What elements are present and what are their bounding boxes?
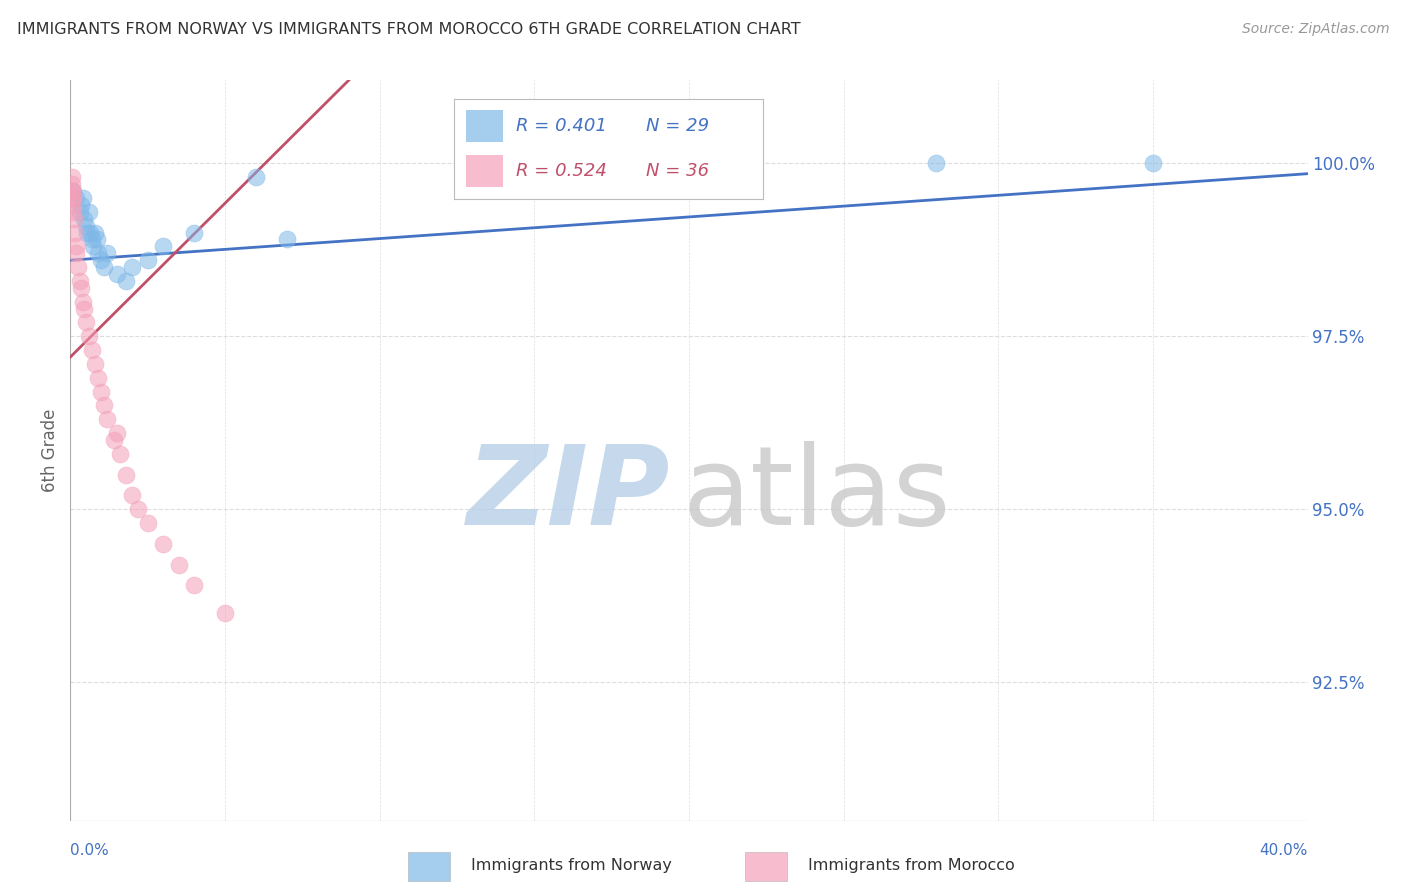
Point bbox=[183, 226, 205, 240]
Point bbox=[121, 488, 143, 502]
Text: ZIP: ZIP bbox=[467, 442, 671, 549]
Point bbox=[65, 246, 87, 260]
Text: 40.0%: 40.0% bbox=[1260, 843, 1308, 858]
Point bbox=[105, 426, 128, 441]
Point bbox=[96, 246, 118, 260]
Point bbox=[105, 267, 128, 281]
Bar bbox=[467, 154, 503, 186]
Point bbox=[90, 253, 112, 268]
Point bbox=[62, 191, 84, 205]
Y-axis label: 6th Grade: 6th Grade bbox=[41, 409, 59, 492]
Point bbox=[62, 184, 84, 198]
Point bbox=[276, 232, 298, 246]
Text: atlas: atlas bbox=[683, 442, 952, 549]
Text: Immigrants from Norway: Immigrants from Norway bbox=[471, 858, 672, 872]
Text: IMMIGRANTS FROM NORWAY VS IMMIGRANTS FROM MOROCCO 6TH GRADE CORRELATION CHART: IMMIGRANTS FROM NORWAY VS IMMIGRANTS FRO… bbox=[17, 22, 800, 37]
Text: Source: ZipAtlas.com: Source: ZipAtlas.com bbox=[1241, 22, 1389, 37]
Point bbox=[80, 343, 103, 358]
Point bbox=[67, 260, 90, 274]
Point bbox=[73, 301, 96, 316]
Point bbox=[62, 198, 84, 212]
Point bbox=[108, 447, 131, 461]
Point bbox=[69, 274, 91, 288]
Point bbox=[72, 294, 94, 309]
Point bbox=[925, 156, 948, 170]
Point bbox=[90, 384, 112, 399]
Text: Immigrants from Morocco: Immigrants from Morocco bbox=[808, 858, 1015, 872]
Point bbox=[60, 177, 83, 191]
Point bbox=[65, 239, 87, 253]
Point bbox=[70, 198, 93, 212]
Point bbox=[136, 516, 159, 530]
Point bbox=[82, 239, 105, 253]
Point bbox=[79, 226, 101, 240]
Point bbox=[121, 260, 143, 274]
Text: R = 0.524: R = 0.524 bbox=[516, 161, 606, 180]
Point bbox=[1142, 156, 1164, 170]
Point bbox=[84, 357, 107, 371]
Point bbox=[152, 239, 174, 253]
Point bbox=[152, 537, 174, 551]
Point bbox=[93, 260, 115, 274]
Point bbox=[62, 204, 84, 219]
Point bbox=[585, 156, 607, 170]
Point bbox=[75, 315, 97, 329]
Point bbox=[69, 204, 91, 219]
Point bbox=[75, 219, 97, 233]
Point bbox=[73, 211, 96, 226]
Point bbox=[183, 578, 205, 592]
Point bbox=[62, 191, 84, 205]
Point bbox=[87, 371, 110, 385]
Point bbox=[80, 232, 103, 246]
Point bbox=[245, 170, 267, 185]
Point bbox=[63, 226, 86, 240]
Point bbox=[167, 558, 190, 572]
Point bbox=[115, 467, 138, 482]
Point bbox=[62, 184, 84, 198]
Text: 0.0%: 0.0% bbox=[70, 843, 110, 858]
Point bbox=[65, 191, 87, 205]
Point bbox=[214, 606, 236, 620]
Point bbox=[136, 253, 159, 268]
Point bbox=[93, 399, 115, 413]
Point bbox=[70, 281, 93, 295]
Point bbox=[84, 226, 107, 240]
Point bbox=[77, 204, 100, 219]
Bar bbox=[408, 852, 450, 881]
Text: N = 29: N = 29 bbox=[645, 117, 709, 135]
Point bbox=[86, 232, 108, 246]
Point bbox=[60, 184, 83, 198]
Point bbox=[76, 226, 98, 240]
Point bbox=[103, 433, 125, 447]
Point bbox=[72, 191, 94, 205]
Point bbox=[63, 211, 86, 226]
Text: R = 0.401: R = 0.401 bbox=[516, 117, 606, 135]
Point bbox=[60, 170, 83, 185]
Point bbox=[87, 246, 110, 260]
Bar bbox=[467, 110, 503, 142]
Point bbox=[77, 329, 100, 343]
Bar bbox=[745, 852, 787, 881]
Point bbox=[127, 502, 149, 516]
Point bbox=[115, 274, 138, 288]
Text: N = 36: N = 36 bbox=[645, 161, 709, 180]
Point bbox=[96, 412, 118, 426]
